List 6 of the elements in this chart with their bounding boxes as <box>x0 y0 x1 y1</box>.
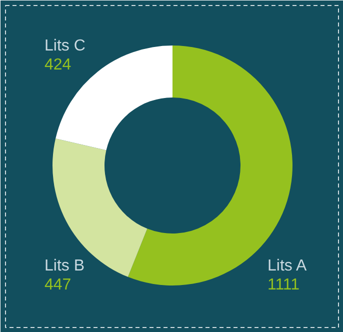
data-label: 1111 <box>268 276 300 294</box>
data-label: 424 <box>44 56 72 74</box>
slice-label: Lits B <box>44 258 85 274</box>
data-label: 447 <box>44 276 72 294</box>
slice-label: Lits A <box>268 258 307 274</box>
slice-label: Lits C <box>44 38 86 54</box>
